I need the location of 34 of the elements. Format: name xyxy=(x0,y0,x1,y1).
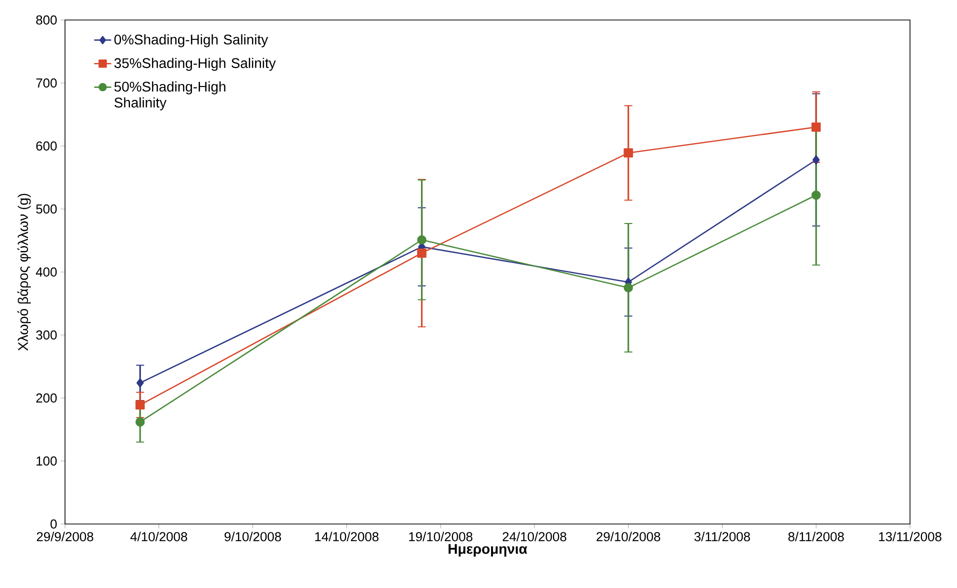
y-tick-label: 800 xyxy=(36,15,57,25)
x-axis-title: Ημερομηνια xyxy=(448,544,528,557)
x-tick-label: 4/10/2008 xyxy=(130,532,188,542)
x-tick-label: 13/11/2008 xyxy=(879,532,942,542)
x-tick-label: 29/9/2008 xyxy=(36,532,94,542)
y-tick-label: 700 xyxy=(36,78,57,88)
point xyxy=(136,378,144,388)
legend-label: 50%Shading-High Shalinity xyxy=(114,81,226,110)
point xyxy=(812,155,820,164)
x-tick-label: 29/10/2008 xyxy=(596,532,660,542)
point xyxy=(135,400,145,410)
x-tick-label: 19/10/2008 xyxy=(409,532,472,542)
legend-label: 0%Shading-High Salinity xyxy=(114,34,268,48)
y-axis-title: Χλωρό βάρος φύλλων (g) xyxy=(17,194,31,351)
y-tick-label: 300 xyxy=(36,330,57,340)
y-tick-label: 400 xyxy=(36,267,57,277)
point xyxy=(135,417,145,427)
x-tick-label: 9/10/2008 xyxy=(224,532,282,542)
legend-label: 35%Shading-High Salinity xyxy=(114,58,276,71)
point xyxy=(624,283,633,292)
x-tick-label: 14/10/2008 xyxy=(315,532,379,542)
y-tick-label: 0 xyxy=(50,519,57,529)
x-tick-label: 3/11/2008 xyxy=(694,532,750,542)
y-tick-label: 200 xyxy=(36,393,57,403)
x-tick-label: 8/11/2008 xyxy=(788,532,844,542)
point xyxy=(417,235,426,245)
point xyxy=(417,248,426,258)
y-tick-label: 100 xyxy=(36,456,57,466)
x-tick-label: 24/10/2008 xyxy=(502,532,566,542)
y-tick-label: 600 xyxy=(36,141,57,151)
point xyxy=(811,122,821,132)
y-tick-label: 500 xyxy=(36,204,57,214)
point xyxy=(624,148,633,158)
point xyxy=(811,190,821,200)
